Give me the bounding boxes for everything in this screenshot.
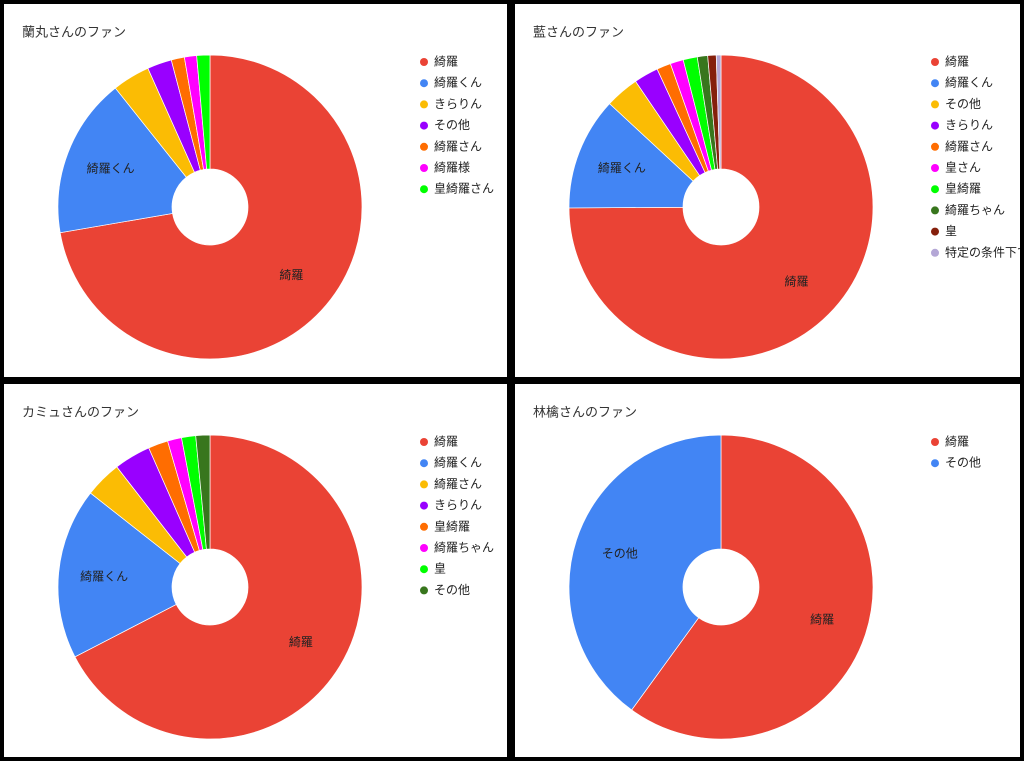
legend-swatch [420, 164, 428, 172]
legend-swatch [931, 58, 939, 66]
legend-label: 綺羅くん [434, 75, 482, 90]
legend-label: 綺羅 [434, 54, 458, 69]
legend-label: 綺羅くん [434, 455, 482, 470]
chart: 藍さんのファン綺羅綺羅くん綺羅綺羅くんその他きらりん綺羅さん皇さん皇綺羅綺羅ちゃ… [533, 26, 1024, 360]
legend-label: 綺羅さん [434, 138, 482, 153]
legend-label: 皇綺羅さん [434, 181, 494, 196]
pie-slice [74, 434, 363, 740]
legend-swatch [420, 79, 428, 88]
legend-swatch [931, 227, 939, 236]
legend-swatch [420, 501, 428, 510]
legend-label: 綺羅 [945, 434, 969, 449]
legend-label: 皇 [434, 562, 446, 576]
slice-label: 綺羅くん [80, 568, 128, 583]
chart-panel: 林檎さんのファン 綺羅 その他 綺羅 その他 [515, 384, 1020, 757]
legend-swatch [931, 142, 939, 151]
legend-swatch [931, 100, 939, 109]
legend-label: 皇 [945, 224, 957, 238]
legend-swatch [420, 522, 428, 531]
legend-label: 綺羅さん [434, 476, 482, 491]
legend-swatch [420, 565, 428, 574]
legend-label: きらりん [434, 97, 482, 111]
slice-label: その他 [602, 547, 638, 561]
legend-swatch [931, 121, 939, 130]
legend-label: 特定の条件下で発動 [945, 244, 1020, 259]
pie-slice [568, 54, 874, 360]
chart-title: 林檎さんのファン [533, 405, 637, 421]
legend-swatch [420, 438, 428, 446]
pie-slice [631, 434, 874, 740]
legend-label: その他 [434, 118, 470, 132]
pie-slice [715, 54, 722, 170]
legend-label: その他 [945, 97, 981, 111]
legend-swatch [420, 100, 428, 109]
legend-swatch [931, 206, 939, 215]
legend-label: 綺羅さん [945, 138, 993, 153]
legend-swatch [931, 164, 939, 172]
slice-label: 綺羅 [279, 267, 303, 282]
legend-label: 綺羅 [434, 434, 458, 449]
chart-panel: 藍さんのファン 綺羅 綺羅くん 綺羅 綺羅くん その他 きらりん 綺羅さん 皇さん 皇綺羅 綺羅ちゃ… [515, 4, 1024, 377]
legend-swatch [420, 459, 428, 468]
legend-swatch [420, 185, 428, 194]
legend-swatch [931, 185, 939, 194]
legend-label: その他 [945, 456, 981, 470]
chart-panel: 蘭丸さんのファン 綺羅 綺羅くん 綺羅 綺羅くん きらりん その他 綺羅さん 綺羅様 皇綺羅さん [4, 4, 507, 377]
legend-label: 皇綺羅 [945, 181, 981, 196]
slice-label: 綺羅 [289, 634, 313, 649]
chart-title: カミュさんのファン [22, 406, 139, 421]
legend-swatch [931, 248, 939, 257]
chart: カミュさんのファン綺羅綺羅くん綺羅綺羅くん綺羅さんきらりん皇綺羅綺羅ちゃん皇その… [22, 406, 494, 740]
chart-panel: カミュさんのファン 綺羅 綺羅くん 綺羅 綺羅くん 綺羅さん きらりん 皇綺羅 綺羅ちゃん皇その… [4, 384, 507, 757]
chart-title: 藍さんのファン [533, 26, 624, 41]
legend-label: 綺羅ちゃん [434, 540, 494, 555]
legend-swatch [931, 79, 939, 88]
legend-label: その他 [434, 583, 470, 597]
slice-label: 綺羅くん [598, 160, 646, 175]
legend-swatch [420, 586, 428, 595]
pie-slice [568, 103, 694, 209]
slice-label: 綺羅 [810, 611, 834, 626]
pie-slice [57, 87, 187, 234]
pie-slice [568, 434, 722, 711]
slice-label: 綺羅 [784, 273, 808, 288]
legend-label: きらりん [945, 118, 993, 132]
legend-swatch [420, 142, 428, 151]
legend-label: 綺羅ちゃん [945, 202, 1005, 217]
legend-swatch [931, 459, 939, 468]
pie-slice [195, 434, 211, 550]
chart-title: 蘭丸さんのファン [22, 25, 126, 41]
pie-slice [196, 54, 211, 170]
pie-slice [57, 492, 181, 658]
pie-slice [59, 54, 363, 360]
legend-label: 皇綺羅 [434, 518, 470, 533]
legend-label: 綺羅くん [945, 75, 993, 90]
legend-swatch [420, 58, 428, 66]
legend-swatch [420, 480, 428, 489]
legend-label: きらりん [434, 498, 482, 512]
legend-label: 皇さん [945, 161, 981, 175]
slice-label: 綺羅くん [87, 161, 135, 176]
legend-swatch [931, 438, 939, 446]
legend-swatch [420, 121, 428, 130]
legend-label: 綺羅 [945, 54, 969, 69]
legend-swatch [420, 544, 428, 552]
legend-label: 綺羅様 [434, 160, 470, 175]
